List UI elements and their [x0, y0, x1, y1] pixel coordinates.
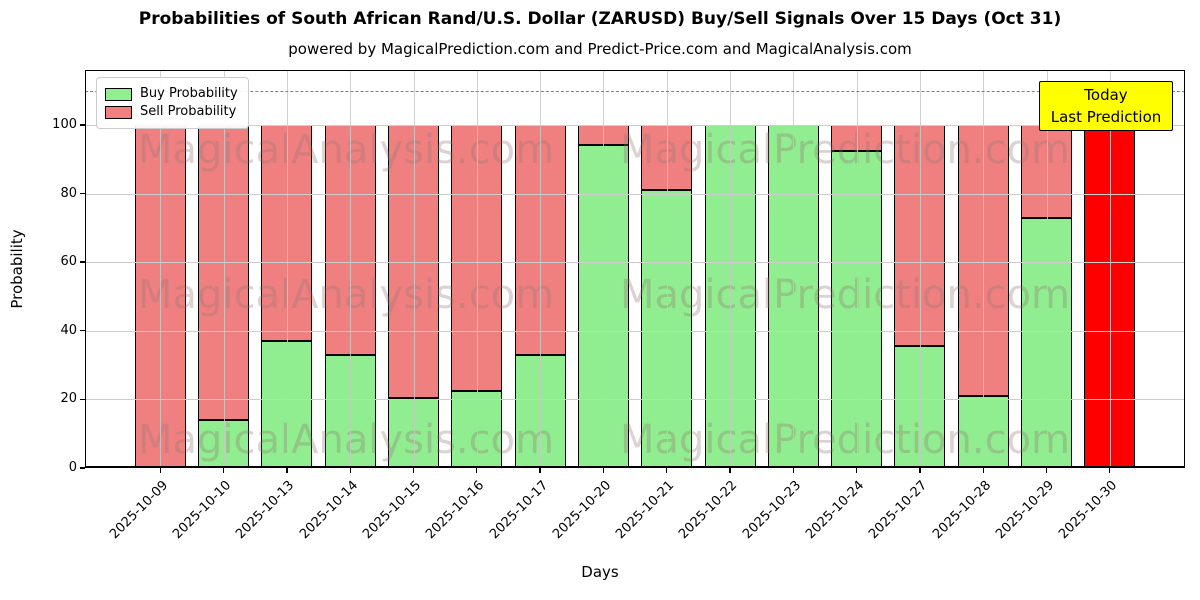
x-tick-mark	[982, 468, 984, 473]
x-gridline	[919, 70, 921, 468]
x-gridline	[160, 70, 162, 468]
legend-label-sell: Sell Probability	[140, 104, 237, 119]
legend-label-buy: Buy Probability	[140, 86, 238, 101]
x-gridline	[540, 70, 542, 468]
y-gridline	[85, 399, 1185, 401]
x-tick-mark	[476, 468, 478, 473]
x-tick-mark	[412, 468, 415, 473]
x-gridline	[223, 70, 225, 468]
x-tick-mark	[349, 468, 351, 473]
watermark-text: MagicalPrediction.com	[620, 272, 1070, 318]
x-tick-label: 2025-10-24	[803, 478, 868, 543]
x-gridline	[476, 70, 478, 468]
watermark-text: MagicalAnalysis.com	[137, 127, 555, 173]
y-tick-label: 20	[60, 391, 77, 407]
x-tick-mark	[1109, 468, 1111, 473]
x-gridline	[666, 70, 668, 468]
y-tick-label: 100	[52, 116, 77, 132]
x-tick-mark	[792, 468, 794, 473]
x-gridline	[793, 70, 795, 468]
x-tick-mark	[222, 468, 225, 473]
x-tick-label: 2025-10-13	[233, 478, 298, 543]
x-gridline	[1109, 70, 1111, 468]
x-tick-label: 2025-10-28	[929, 478, 994, 543]
y-tick-label: 40	[60, 322, 77, 338]
y-gridline	[85, 124, 1185, 126]
x-tick-mark	[1045, 468, 1048, 473]
chart-title: Probabilities of South African Rand/U.S.…	[138, 9, 1062, 29]
y-axis-label: Probability	[8, 229, 26, 309]
y-tick-label: 60	[60, 254, 77, 270]
today-annotation-box: Today Last Prediction	[1039, 81, 1173, 131]
y-tick-mark	[80, 330, 85, 332]
x-axis-label: Days	[581, 563, 619, 581]
x-tick-label: 2025-10-23	[739, 478, 804, 543]
y-tick-mark	[80, 398, 85, 401]
legend-item-sell: Sell Probability	[105, 104, 238, 120]
x-gridline	[983, 70, 985, 468]
x-tick-mark	[539, 468, 541, 473]
watermark-text: MagicalAnalysis.com	[137, 417, 555, 463]
x-tick-mark	[855, 468, 858, 473]
buy-color-swatch	[105, 87, 132, 101]
y-tick-mark	[80, 124, 85, 126]
x-tick-mark	[602, 468, 605, 473]
watermark-text: MagicalPrediction.com	[620, 417, 1070, 463]
legend-item-buy: Buy Probability	[105, 86, 238, 102]
x-tick-label: 2025-10-27	[866, 478, 931, 543]
y-tick-label: 80	[60, 185, 77, 201]
watermark-text: MagicalPrediction.com	[620, 127, 1070, 173]
x-tick-mark	[286, 468, 288, 473]
x-tick-label: 2025-10-17	[486, 478, 551, 543]
x-tick-label: 2025-10-29	[993, 478, 1058, 543]
y-gridline	[85, 330, 1185, 332]
x-tick-label: 2025-10-21	[613, 478, 678, 543]
x-tick-label: 2025-10-16	[423, 478, 488, 543]
legend: Buy Probability Sell Probability	[96, 77, 249, 129]
plot-area: Buy Probability Sell Probability Today L…	[52, 70, 1185, 542]
watermark-text: MagicalAnalysis.com	[137, 272, 555, 318]
upper-dashed-line	[85, 90, 1185, 92]
x-gridline	[413, 70, 415, 468]
x-tick-mark	[159, 468, 161, 473]
x-tick-label: 2025-10-20	[549, 478, 615, 543]
y-tick-label: 0	[68, 460, 77, 475]
y-gridline	[85, 193, 1185, 195]
chart-subtitle: powered by MagicalPrediction.com and Pre…	[288, 40, 912, 58]
y-tick-mark	[80, 261, 85, 263]
x-gridline	[603, 70, 605, 468]
x-gridline	[730, 70, 731, 468]
x-tick-label: 2025-10-15	[360, 478, 425, 543]
today-annotation-line2: Last Prediction	[1050, 108, 1162, 126]
x-gridline	[856, 70, 858, 468]
y-tick-mark	[80, 192, 85, 195]
x-tick-label: 2025-10-30	[1056, 478, 1121, 543]
x-tick-label: 2025-10-10	[170, 478, 235, 543]
x-gridline	[1046, 70, 1048, 468]
x-tick-mark	[729, 468, 731, 473]
today-annotation-line1: Today	[1084, 86, 1128, 104]
y-tick-mark	[80, 467, 85, 469]
x-tick-mark	[919, 468, 921, 473]
x-gridline	[286, 70, 288, 468]
x-gridline	[350, 70, 352, 468]
x-tick-label: 2025-10-09	[106, 478, 171, 543]
x-tick-label: 2025-10-14	[296, 478, 361, 543]
x-tick-mark	[666, 468, 668, 473]
x-tick-label: 2025-10-22	[676, 478, 741, 543]
y-gridline	[85, 262, 1185, 264]
sell-color-swatch	[105, 105, 132, 119]
